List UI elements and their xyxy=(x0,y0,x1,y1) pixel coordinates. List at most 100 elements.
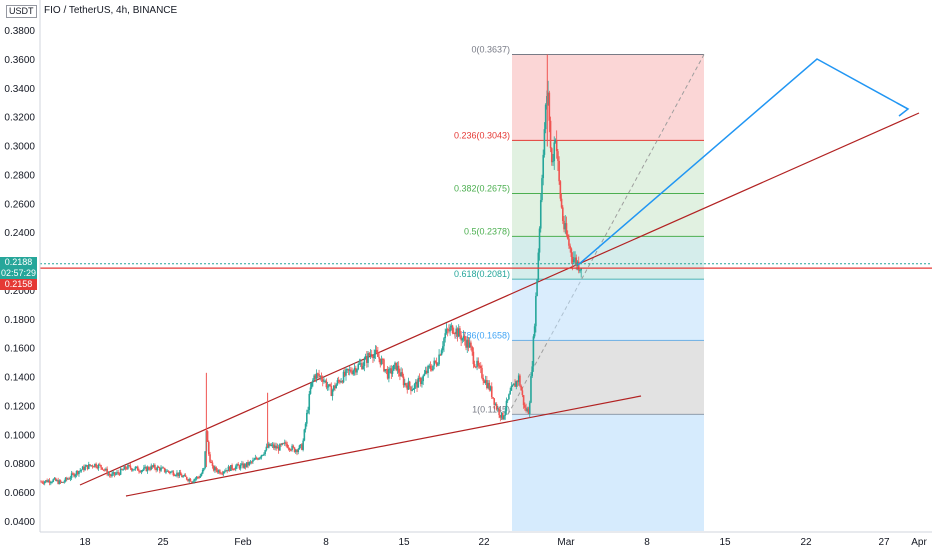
candle-body xyxy=(107,473,110,475)
candle-body xyxy=(174,475,177,477)
candle-body xyxy=(424,370,427,374)
y-tick-label: 0.1400 xyxy=(4,373,35,384)
candle-body xyxy=(171,471,173,473)
candle-body xyxy=(188,478,191,481)
candle-body xyxy=(339,380,341,383)
candle-body xyxy=(275,445,277,449)
candle-body xyxy=(59,480,62,483)
y-tick-label: 0.3400 xyxy=(4,84,35,95)
candle-body xyxy=(199,475,202,478)
y-tick-label: 0.2400 xyxy=(4,228,35,239)
candle-body xyxy=(321,379,324,382)
candle-body xyxy=(243,464,246,468)
candle-body xyxy=(143,467,145,470)
candle-body xyxy=(355,367,357,373)
projection-arrow[interactable] xyxy=(577,58,910,266)
y-tick-label: 0.2800 xyxy=(4,170,35,181)
candle-body xyxy=(177,472,179,476)
candle-body xyxy=(216,470,219,473)
candle-body xyxy=(283,442,286,444)
candle-body xyxy=(580,268,582,271)
candle-body xyxy=(250,461,253,463)
candle-body xyxy=(525,407,527,411)
candle-body xyxy=(571,256,574,263)
candle-body xyxy=(543,129,546,155)
candle-body xyxy=(577,261,580,271)
candle-body xyxy=(114,473,117,475)
chart-title: FIO / TetherUS, 4h, BINANCE xyxy=(44,5,178,16)
candle-body xyxy=(155,468,157,471)
candle-body xyxy=(296,449,298,453)
candle-body xyxy=(412,388,415,390)
candle-body xyxy=(309,387,312,394)
candle-body xyxy=(189,478,192,482)
candle-body xyxy=(462,336,465,339)
candle-body xyxy=(259,457,262,459)
candle-body xyxy=(486,380,488,389)
candle-body xyxy=(156,466,159,471)
fib-level-label: 0.5(0.2378) xyxy=(464,226,510,236)
candle-body xyxy=(396,365,399,371)
candle-body xyxy=(219,470,221,474)
candle-body xyxy=(437,364,439,366)
candle-body xyxy=(106,468,108,475)
candle-body xyxy=(130,468,133,471)
candle-body xyxy=(426,370,428,374)
candle-body xyxy=(105,468,107,471)
y-tick-label: 0.0600 xyxy=(4,488,35,499)
candle-body xyxy=(226,470,228,472)
candle-body xyxy=(117,472,119,474)
candle-body xyxy=(380,359,383,365)
candle-body xyxy=(84,466,86,471)
candle-body xyxy=(347,368,350,371)
fibonacci-retracement[interactable]: 0(0.3637) 0.236(0.3043) 0.382(0.2675) 0.5(0… xyxy=(454,45,705,415)
candle-body xyxy=(537,252,540,280)
candle-body xyxy=(351,372,353,374)
candle-body xyxy=(495,404,498,410)
candle-body xyxy=(318,373,320,377)
fib-zone xyxy=(512,193,704,237)
candle-body xyxy=(203,468,205,470)
candle-body xyxy=(568,238,570,246)
candle-body xyxy=(573,259,575,263)
candle-body xyxy=(521,390,524,396)
wedge-trendlines[interactable] xyxy=(79,112,920,497)
candle-body xyxy=(422,375,424,382)
y-tick-label: 0.3200 xyxy=(4,113,35,124)
candle-body xyxy=(548,92,551,121)
candle-body xyxy=(352,370,355,374)
candle-body xyxy=(440,350,443,356)
x-tick-label: 15 xyxy=(719,537,731,548)
candle-body xyxy=(132,469,134,471)
candle-body xyxy=(260,455,263,458)
candle-body xyxy=(384,369,386,372)
candle-body xyxy=(348,369,351,371)
candle-body xyxy=(394,362,396,365)
candle-body xyxy=(150,465,153,470)
x-tick-label: 22 xyxy=(800,537,812,548)
candle-body xyxy=(249,461,252,463)
candle-body xyxy=(549,120,552,149)
candle-body xyxy=(310,382,313,388)
candle-body xyxy=(563,220,565,230)
candle-body xyxy=(270,445,273,447)
candle-body xyxy=(149,469,151,471)
candle-body xyxy=(254,457,257,460)
candle-body xyxy=(481,368,483,378)
candle-body xyxy=(141,469,144,471)
candle-body xyxy=(323,380,325,382)
candle-body xyxy=(123,466,126,470)
candle-body xyxy=(238,465,241,469)
candle-body xyxy=(547,92,549,97)
candle-body xyxy=(183,475,186,477)
candle-body xyxy=(390,368,393,374)
candle-body xyxy=(377,352,379,357)
candle-body xyxy=(531,366,533,377)
candle-body xyxy=(550,148,553,163)
candle-body xyxy=(401,372,404,377)
candle-body xyxy=(288,448,291,450)
candle-body xyxy=(49,482,52,484)
candle-body xyxy=(48,480,51,483)
